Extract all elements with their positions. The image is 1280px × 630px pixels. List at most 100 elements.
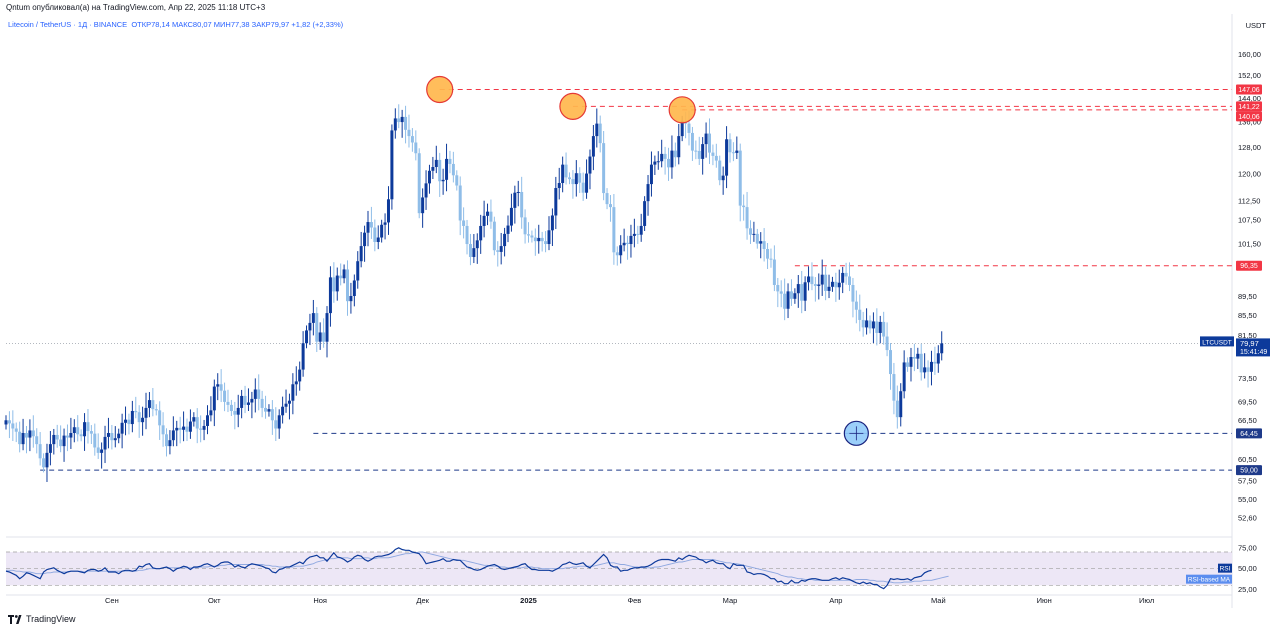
candle-body [489,211,493,222]
candle-body [690,132,694,151]
candle-body [178,427,182,430]
candle-body [257,389,261,399]
candle-body [735,150,739,153]
candle [96,433,100,459]
candle-body [397,118,401,123]
candle [615,246,619,266]
candle [742,194,746,221]
candle-body [21,433,25,445]
candle-body [182,426,186,430]
candle-body [117,433,121,439]
candle [352,274,356,307]
candle-body [55,434,59,440]
candle [564,152,568,185]
candle [134,396,138,419]
candle [909,347,913,382]
candle-body [154,409,158,411]
candle [161,412,165,447]
candle-body [844,272,848,277]
candle-body [807,276,811,283]
candle [400,109,404,138]
candle [192,412,196,427]
candle [844,262,848,285]
candle [885,322,889,357]
candle [325,306,329,358]
candle [264,395,268,419]
candle [810,262,814,291]
candle [690,126,694,161]
candle-body [588,156,592,174]
candle-body [909,357,913,367]
candle-body [48,444,52,453]
quote-unit-label[interactable]: USDT [1245,21,1266,30]
candle [332,262,336,303]
candle-body [820,274,824,285]
candle [820,259,824,296]
tradingview-footer[interactable]: TradingView [8,614,76,624]
candle-body [308,322,312,331]
candle [649,151,653,197]
candle [93,423,97,456]
candle-body [718,160,722,181]
candle [841,266,845,294]
candle [79,429,83,442]
candle [182,411,186,442]
candle-body [89,431,93,434]
candle-body [803,282,807,301]
candle-body [858,309,862,320]
candle-body [694,150,698,152]
candle [861,311,865,337]
candle [369,206,373,239]
candle [281,396,285,424]
candle [704,122,708,158]
candle-body [277,415,281,429]
candle [127,413,131,435]
candle [916,347,920,369]
candle [438,152,442,197]
candle-body [854,301,858,310]
candle [728,133,732,163]
candle [581,172,585,201]
symbol-name[interactable]: Litecoin / TetherUS · 1Д · BINANCE [8,20,128,29]
price-tick-label: 52,60 [1238,514,1257,523]
candle-body [59,439,63,447]
candle [875,308,879,346]
countdown-text: 15:41:49 [1240,349,1267,356]
candle [731,142,735,162]
candle [390,124,394,210]
candle [7,411,11,439]
candle-body [830,281,834,287]
candle-body [748,228,752,235]
candle [441,168,445,195]
candle [113,426,117,448]
candle [219,369,223,403]
candle-body [902,362,906,392]
candle [656,151,660,170]
candle [936,345,940,373]
candle [472,234,476,264]
candle-body [305,330,309,344]
candle [216,373,220,401]
candle-body [243,395,247,405]
candle [465,219,469,255]
candle [544,231,548,253]
candle [236,394,240,428]
rsi-badge [1218,563,1232,573]
candle-body [229,404,233,411]
candle [308,313,312,346]
candle [694,140,698,160]
candle [482,200,486,238]
price-tick-label: 89,50 [1238,292,1257,301]
candle-body [789,291,793,299]
candle [578,167,582,194]
candle-body [906,362,910,367]
candle [888,343,892,390]
candle [540,231,544,252]
candle-body [349,296,353,302]
candle-body [335,275,339,292]
candle [151,387,155,417]
level-badge-text: 141,22 [1238,104,1260,111]
candle [458,176,462,236]
candle-body [550,215,554,231]
